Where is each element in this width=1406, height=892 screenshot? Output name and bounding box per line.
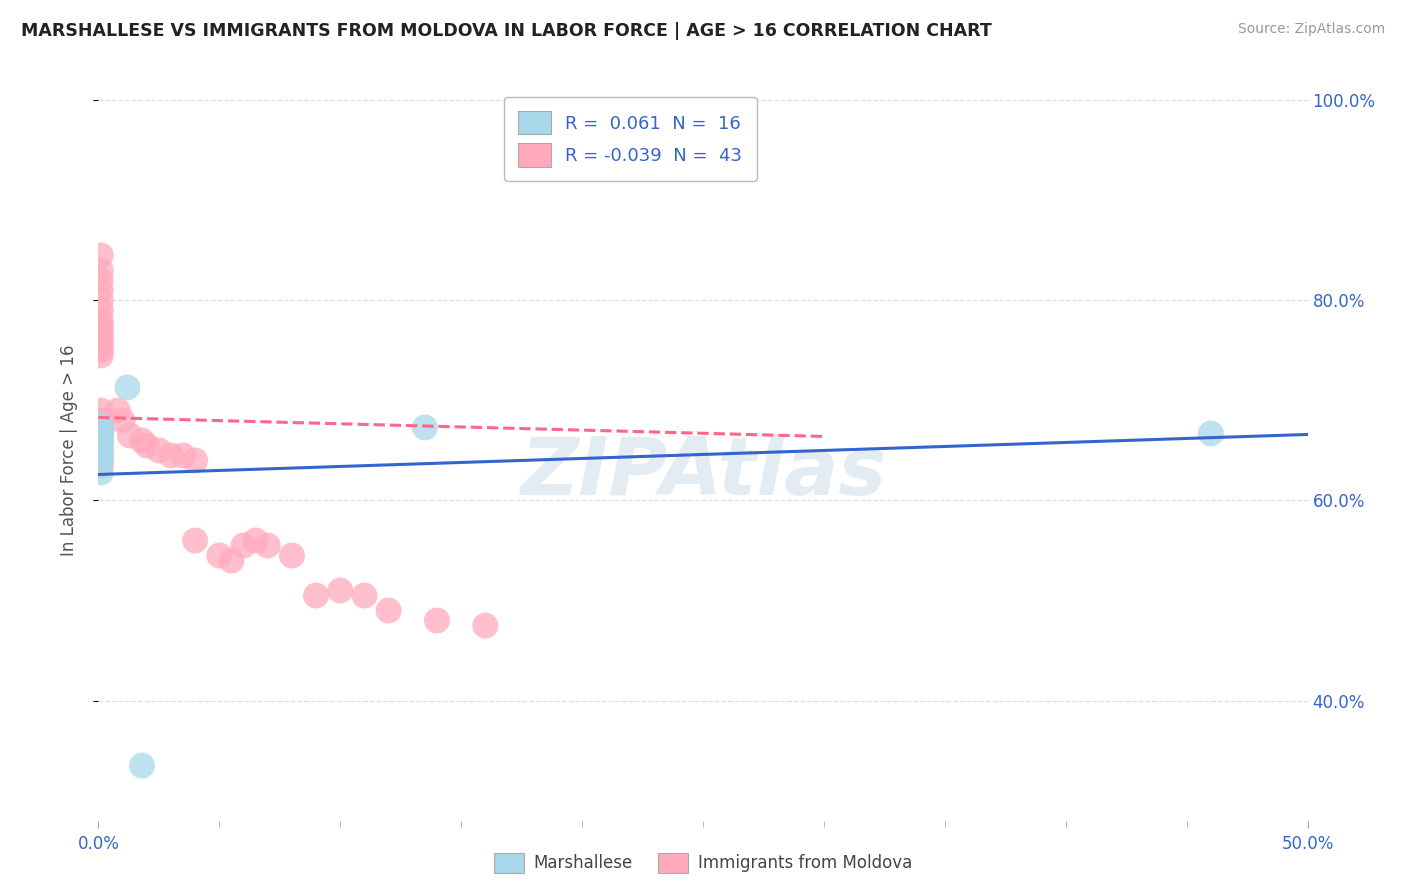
Point — [90, 428, 112, 442]
Point — [172, 449, 194, 463]
Point — [281, 549, 304, 563]
Point — [208, 549, 231, 563]
Point — [90, 348, 112, 362]
Point — [256, 539, 278, 553]
Point — [90, 284, 112, 298]
Point — [90, 424, 112, 438]
Point — [90, 424, 112, 438]
Point — [1199, 426, 1222, 441]
Point — [131, 434, 153, 448]
Point — [111, 413, 134, 427]
Point — [353, 589, 375, 603]
Point — [184, 533, 207, 548]
Point — [90, 403, 112, 417]
Point — [90, 425, 112, 440]
Point — [221, 553, 243, 567]
Point — [90, 334, 112, 348]
Point — [131, 758, 153, 772]
Point — [118, 428, 141, 442]
Point — [245, 533, 267, 548]
Point — [148, 443, 170, 458]
Point — [90, 248, 112, 262]
Point — [413, 420, 436, 434]
Point — [90, 273, 112, 287]
Point — [90, 263, 112, 277]
Point — [160, 449, 183, 463]
Point — [90, 438, 112, 452]
Text: ZIPAtlas: ZIPAtlas — [520, 434, 886, 512]
Text: MARSHALLESE VS IMMIGRANTS FROM MOLDOVA IN LABOR FORCE | AGE > 16 CORRELATION CHA: MARSHALLESE VS IMMIGRANTS FROM MOLDOVA I… — [21, 22, 991, 40]
Point — [90, 420, 112, 434]
Point — [135, 438, 157, 452]
Point — [90, 434, 112, 448]
Point — [90, 418, 112, 433]
Point — [117, 380, 139, 394]
Point — [90, 443, 112, 458]
Point — [232, 539, 254, 553]
Legend: Marshallese, Immigrants from Moldova: Marshallese, Immigrants from Moldova — [486, 847, 920, 880]
Point — [90, 293, 112, 308]
Point — [90, 318, 112, 333]
Text: Source: ZipAtlas.com: Source: ZipAtlas.com — [1237, 22, 1385, 37]
Point — [184, 453, 207, 467]
Point — [305, 589, 328, 603]
Point — [90, 453, 112, 467]
Point — [90, 328, 112, 343]
Point — [107, 403, 129, 417]
Point — [90, 413, 112, 427]
Point — [90, 323, 112, 337]
Point — [90, 338, 112, 352]
Point — [377, 603, 399, 617]
Point — [329, 583, 352, 598]
Point — [90, 458, 112, 473]
Point — [90, 313, 112, 327]
Point — [90, 434, 112, 448]
Y-axis label: In Labor Force | Age > 16: In Labor Force | Age > 16 — [59, 344, 77, 557]
Point — [90, 303, 112, 318]
Point — [90, 445, 112, 459]
Point — [90, 455, 112, 469]
Point — [90, 343, 112, 358]
Point — [426, 614, 449, 628]
Point — [90, 450, 112, 465]
Point — [474, 618, 496, 632]
Legend: R =  0.061  N =  16, R = -0.039  N =  43: R = 0.061 N = 16, R = -0.039 N = 43 — [503, 96, 756, 181]
Point — [90, 466, 112, 480]
Point — [90, 430, 112, 444]
